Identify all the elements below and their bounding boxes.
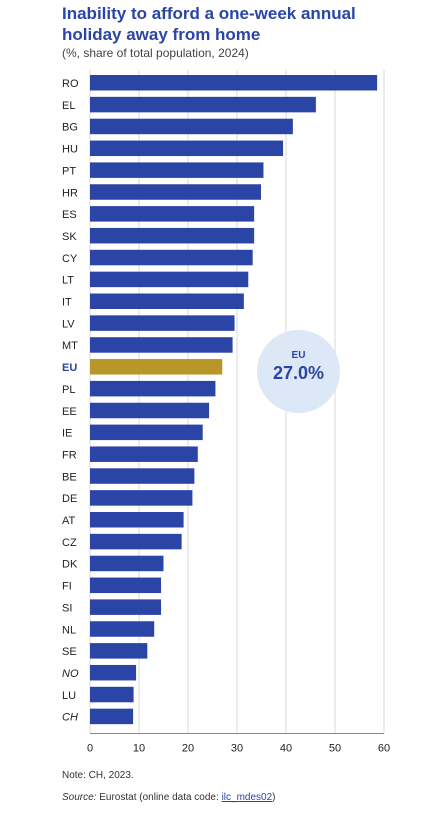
category-label-nl: NL xyxy=(62,624,76,636)
bar-mt xyxy=(90,337,233,353)
x-tick-label: 10 xyxy=(133,743,145,755)
bar-ee xyxy=(90,402,210,419)
bars xyxy=(90,75,378,725)
x-tick-label: 60 xyxy=(378,743,390,755)
category-label-bg: BG xyxy=(62,122,78,134)
category-label-no: NO xyxy=(62,668,79,680)
category-label-fi: FI xyxy=(62,581,72,593)
note: Note: CH, 2023. xyxy=(62,770,134,781)
category-label-lv: LV xyxy=(62,318,75,330)
category-label-pt: PT xyxy=(62,165,76,177)
category-label-fr: FR xyxy=(62,449,77,461)
x-axis: 0 10 20 30 40 50 60 xyxy=(87,733,390,755)
source-close: ) xyxy=(272,792,276,803)
bar-it xyxy=(90,293,244,309)
chart-title: Inability to afford a one-week annual ho… xyxy=(62,4,356,44)
bar-eu xyxy=(90,359,223,375)
category-label-hu: HU xyxy=(62,144,78,156)
bar-no xyxy=(90,664,137,681)
bar-be xyxy=(90,468,195,484)
bar-de xyxy=(90,490,193,506)
bar-es xyxy=(90,206,255,222)
category-label-pl: PL xyxy=(62,384,75,396)
category-label-se: SE xyxy=(62,646,77,658)
bar-sk xyxy=(90,227,255,244)
bar-lv xyxy=(90,315,235,331)
bar-chart: RO EL BG HU PT HR ES SK CY LT IT LV MT EU PL EE IE FR BE DE… xyxy=(62,70,390,755)
bar-cy xyxy=(90,249,253,266)
category-label-it: IT xyxy=(62,297,72,309)
category-label-hr: HR xyxy=(62,187,78,199)
x-tick-label: 50 xyxy=(329,743,341,755)
eu-callout: EU 27.0% xyxy=(257,330,340,413)
category-label-dk: DK xyxy=(62,559,78,571)
bar-ch xyxy=(90,708,134,725)
category-label-cz: CZ xyxy=(62,537,77,549)
bar-fi xyxy=(90,577,162,594)
bar-fr xyxy=(90,446,198,462)
bar-lu xyxy=(90,686,134,703)
bar-dk xyxy=(90,555,164,572)
category-label-es: ES xyxy=(62,209,77,221)
category-label-lt: LT xyxy=(62,275,74,287)
category-label-si: SI xyxy=(62,602,72,614)
bar-lt xyxy=(90,271,249,288)
bar-cz xyxy=(90,533,182,550)
category-label-de: DE xyxy=(62,493,77,505)
bar-pt xyxy=(90,162,264,178)
x-tick-label: 30 xyxy=(231,743,243,755)
source-text: Eurostat (online data code: xyxy=(99,792,222,803)
category-labels: RO EL BG HU PT HR ES SK CY LT IT LV MT EU PL EE IE FR BE DE… xyxy=(62,78,79,724)
bar-hu xyxy=(90,140,284,157)
category-label-lu: LU xyxy=(62,690,76,702)
callout-label: EU xyxy=(291,350,306,361)
bar-se xyxy=(90,643,148,659)
bar-si xyxy=(90,599,162,615)
source: Source: Eurostat (online data code: ilc_… xyxy=(62,792,276,803)
bar-el xyxy=(90,96,316,113)
x-tick-label: 20 xyxy=(182,743,194,755)
x-tick-label: 0 xyxy=(87,743,93,755)
x-tick-label: 40 xyxy=(280,743,292,755)
category-label-sk: SK xyxy=(62,231,77,243)
category-label-el: EL xyxy=(62,100,75,112)
bar-bg xyxy=(90,118,293,135)
category-label-cy: CY xyxy=(62,253,78,265)
bar-at xyxy=(90,512,184,528)
bar-ro xyxy=(90,75,378,91)
bar-ie xyxy=(90,424,203,441)
category-label-ie: IE xyxy=(62,428,72,440)
chart-subtitle: (%, share of total population, 2024) xyxy=(62,46,249,60)
category-label-at: AT xyxy=(62,515,76,527)
category-label-ee: EE xyxy=(62,406,77,418)
source-label: Source: xyxy=(62,792,97,803)
category-label-ch: CH xyxy=(62,712,78,724)
callout-value: 27.0% xyxy=(272,363,325,383)
category-label-be: BE xyxy=(62,471,77,483)
bar-hr xyxy=(90,184,262,200)
category-label-mt: MT xyxy=(62,340,78,352)
source-code-link[interactable]: ilc_mdes02 xyxy=(221,792,273,803)
category-label-ro: RO xyxy=(62,78,79,90)
category-label-eu: EU xyxy=(62,362,77,374)
bar-nl xyxy=(90,621,155,637)
bar-pl xyxy=(90,380,216,397)
